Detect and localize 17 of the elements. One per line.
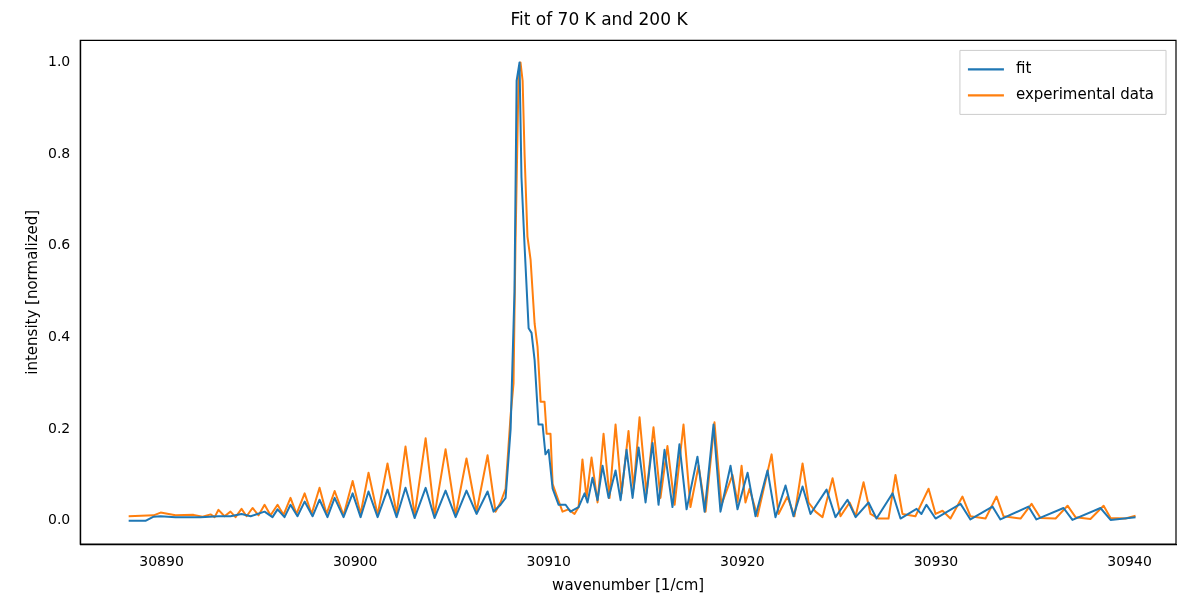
chart-title: Fit of 70 K and 200 K xyxy=(510,8,689,29)
x-tick-label: 30900 xyxy=(332,553,378,570)
y-tick-label: 0.2 xyxy=(48,419,71,436)
y-tick-label: 1.0 xyxy=(48,53,71,70)
legend-label: experimental data xyxy=(1015,85,1155,104)
x-tick-label: 30920 xyxy=(720,553,765,570)
legend-label: fit xyxy=(1015,59,1032,78)
x-tick-label: 30910 xyxy=(526,553,572,570)
y-tick-label: 0.6 xyxy=(48,236,71,253)
x-tick-label: 30890 xyxy=(139,553,184,570)
x-axis-title: wavenumber [1/cm] xyxy=(552,575,705,594)
x-tick-label: 30930 xyxy=(913,553,959,570)
x-tick-label: 30940 xyxy=(1107,553,1152,570)
y-tick-label: 0.8 xyxy=(48,144,71,161)
y-axis-title: intensity [normalized] xyxy=(22,209,41,375)
y-tick-label: 0.0 xyxy=(48,511,71,528)
y-tick-label: 0.4 xyxy=(48,328,71,345)
